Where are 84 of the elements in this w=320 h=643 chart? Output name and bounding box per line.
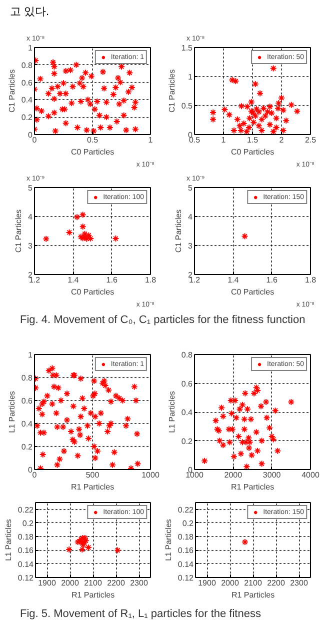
y-tick-label: 0.8: [181, 350, 194, 360]
y-tick-label: 4: [188, 212, 194, 222]
x-tick-label: 1.5: [246, 136, 259, 144]
caption: Fig. 5. Movement of R₁, L₁ particles for the fitness: [20, 607, 261, 622]
x-tick-label: 3000: [262, 470, 282, 480]
x-tick-label: 2100: [84, 578, 102, 588]
y-tick-label: 0.2: [22, 518, 34, 528]
x-axis-title: R1 Particles: [230, 482, 274, 492]
y-tick-label: 5: [188, 184, 194, 192]
x-tick-label: 1000: [142, 470, 160, 480]
y-axis-title: C1 Particles: [174, 209, 184, 253]
y-tick-label: 0.2: [21, 113, 34, 122]
x-tick-label: 1.8: [304, 276, 317, 284]
x-tick-label: 1.4: [228, 276, 240, 284]
y-tick-label: 0.4: [21, 96, 34, 105]
y-tick-label: 0.12: [178, 574, 194, 582]
y-tick-label: 0.2: [21, 442, 34, 452]
y-tick-label: 0.4: [181, 408, 194, 417]
x-tick-label: 1000: [186, 470, 204, 480]
x-axis-title: R1 Particles: [71, 590, 115, 600]
y-axis-title: C1 Particles: [167, 69, 176, 113]
y-axis-title: L1 Particles: [7, 391, 16, 433]
x-tick-label: 2000: [221, 578, 240, 588]
y-tick-label: 0.5: [181, 102, 194, 110]
y-tick-label: 0.16: [18, 546, 34, 556]
x-axis-title: C0 Particles: [230, 288, 274, 296]
y-tick-label: 0.14: [18, 560, 34, 569]
x-tick-label: 1.2: [188, 276, 201, 284]
y-tick-label: 1: [28, 44, 34, 52]
y-tick-label: 0.16: [178, 546, 194, 556]
y-tick-label: 0.14: [178, 560, 194, 569]
x-axis-title: R1 Particles: [231, 590, 275, 600]
x-axis-title: R1 Particles: [70, 482, 114, 492]
x-tick-label: 2: [279, 136, 284, 144]
y-tick-label: 0.6: [181, 379, 194, 388]
x-tick-label: 0.5: [86, 136, 99, 144]
caption: Fig. 4. Movement of C₀, C₁ particles for the fitness function: [20, 313, 306, 328]
x-tick-label: 2200: [107, 578, 126, 588]
y-tick-label: 0.2: [181, 436, 194, 446]
x-tick-label: 1.2: [28, 276, 41, 284]
y-axis-title: L1 Particles: [4, 519, 13, 561]
y-tick-label: 0.8: [21, 60, 34, 70]
x-tick-label: 1: [221, 136, 226, 144]
x-tick-label: 1900: [38, 578, 56, 588]
y-tick-label: 1: [188, 72, 194, 82]
x-axis-title: C0 Particles: [70, 148, 114, 156]
y-tick-label: 0.18: [18, 532, 34, 542]
x-tick-label: 2.5: [304, 136, 317, 144]
y-tick-label: 0.4: [21, 420, 34, 428]
y-tick-label: 0.22: [178, 505, 194, 514]
x-tick-label: 4000: [302, 470, 320, 480]
y-axis-title: L1 Particles: [167, 391, 176, 433]
x-tick-label: 2200: [267, 578, 286, 588]
x-tick-label: 2100: [244, 578, 262, 588]
y-tick-label: 3: [28, 242, 34, 250]
y-tick-label: 0.18: [178, 532, 194, 542]
x-tick-label: 2300: [130, 578, 148, 588]
x-tick-label: 1.8: [144, 276, 157, 284]
x-tick-label: 1.4: [68, 276, 80, 284]
y-tick-label: 1.5: [181, 44, 194, 52]
x-axis-title: C0 Particles: [230, 148, 274, 156]
x-axis-title: C0 Particles: [70, 288, 114, 296]
x-tick-label: 1.6: [266, 276, 278, 284]
y-tick-label: 4: [28, 212, 34, 222]
text: 고 있다.: [10, 5, 50, 20]
x-tick-label: 2000: [224, 470, 243, 480]
y-tick-label: 0.12: [18, 574, 34, 582]
x-tick-label: 2000: [61, 578, 80, 588]
y-axis-title: L1 Particles: [164, 519, 173, 561]
y-tick-label: 0.8: [21, 374, 34, 382]
x-tick-label: 1900: [198, 578, 216, 588]
y-tick-label: 1: [28, 350, 34, 360]
y-tick-label: 0.22: [18, 505, 34, 514]
x-tick-label: 1: [148, 136, 154, 144]
y-tick-label: 0.6: [21, 396, 34, 406]
y-tick-label: 0.6: [21, 78, 34, 88]
y-tick-label: 3: [188, 242, 194, 250]
y-tick-label: 5: [28, 184, 34, 192]
x-tick-label: 2300: [290, 578, 308, 588]
x-tick-label: 1.6: [106, 276, 118, 284]
y-axis-title: C1 Particles: [7, 69, 16, 113]
y-tick-label: 0.2: [182, 518, 194, 528]
x-tick-label: 500: [86, 470, 100, 480]
y-axis-title: C1 Particles: [14, 209, 24, 253]
